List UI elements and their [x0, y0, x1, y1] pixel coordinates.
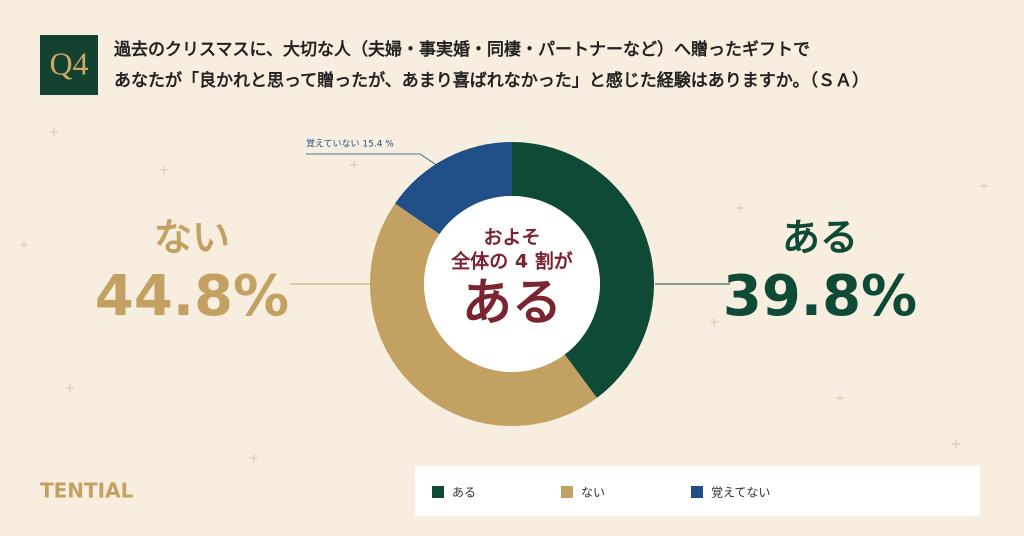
center-text: 全体の 4 割が [450, 250, 572, 273]
donut-slice [512, 142, 654, 398]
leader-line [306, 153, 439, 167]
legend-swatch [432, 486, 444, 498]
brand: TENTIAL [40, 479, 134, 503]
chart-title: あなたが「良かれと思って贈ったが、あまり喜ばれなかった」と感じた経験はありますか… [114, 70, 869, 91]
question-badge [40, 35, 98, 95]
donut-slice [370, 203, 597, 426]
value-label: 覚えていない 15.4 % [306, 138, 394, 150]
legend-swatch [561, 486, 573, 498]
question-number: Q4 [49, 45, 88, 81]
category-label: ない [154, 216, 230, 260]
center-text: ある [462, 274, 562, 332]
category-label: ある [782, 216, 858, 260]
decorations [20, 128, 988, 462]
value-label: 39.8% [723, 264, 917, 329]
legend-label: ある [452, 486, 476, 500]
donut-hole [424, 196, 600, 372]
chart-title: 過去のクリスマスに、大切な人（夫婦・事実婚・同棲・パートナーなど）へ贈ったギフト… [114, 39, 810, 60]
value-label: 44.8% [95, 264, 289, 329]
center-text: およそ [483, 227, 540, 249]
legend-label: 覚えてない [711, 486, 770, 500]
donut-slice [395, 142, 512, 235]
legend-label: ない [581, 486, 605, 500]
legend-swatch [691, 486, 703, 498]
